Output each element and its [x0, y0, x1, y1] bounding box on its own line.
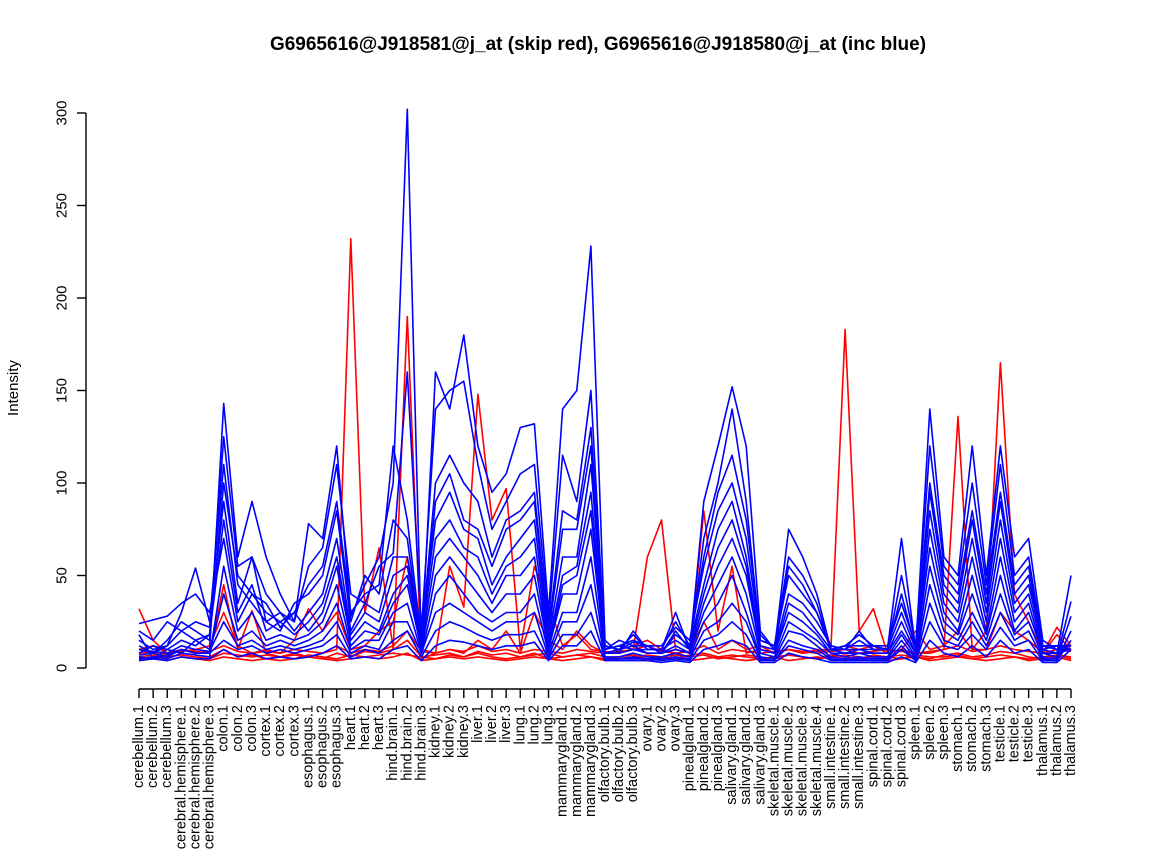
x-tick-label: thalamus.2	[1049, 705, 1065, 776]
x-tick-label: testicle.2	[1007, 705, 1023, 762]
x-tick-label: hind.brain.2	[399, 705, 415, 781]
x-tick-label: spinal.cord.3	[894, 705, 910, 787]
x-tick-label: testicle.1	[992, 705, 1008, 762]
x-tick-label: olfactory.bulb.2	[611, 705, 627, 802]
x-tick-label: skeletal.muscle.2	[781, 705, 797, 816]
x-tick-label: liver.1	[470, 705, 486, 743]
x-tick-label: cerebral.hemisphere.3	[202, 705, 218, 849]
x-tick-label: liver.2	[484, 705, 500, 743]
y-tick-label: 150	[54, 378, 71, 403]
x-tick-label: liver.3	[498, 705, 514, 743]
x-tick-label: small.intestine.3	[851, 705, 867, 809]
x-tick-label: ovary.2	[653, 705, 669, 751]
x-tick-label: stomach.1	[950, 705, 966, 772]
x-tick-label: cortex.3	[286, 705, 302, 757]
x-tick-label: hind.brain.3	[413, 705, 429, 781]
x-tick-label: mammarygland.1	[555, 705, 571, 817]
x-tick-label: colon.2	[230, 705, 246, 752]
x-tick-label: olfactory.bulb.3	[625, 705, 641, 802]
x-tick-label: spinal.cord.2	[879, 705, 895, 787]
x-tick-label: heart.2	[357, 705, 373, 750]
x-tick-label: lung.3	[541, 705, 557, 745]
y-tick-label: 0	[54, 664, 71, 672]
x-tick-label: spleen.2	[922, 705, 938, 760]
x-tick-label: colon.1	[216, 705, 232, 752]
x-tick-label: mammarygland.2	[569, 705, 585, 817]
x-tick-label: spinal.cord.1	[865, 705, 881, 787]
y-tick-label: 200	[54, 285, 71, 310]
x-tick-label: cortex.1	[258, 705, 274, 757]
x-tick-label: colon.3	[244, 705, 260, 752]
x-tick-label: cerebellum.1	[131, 705, 147, 788]
x-tick-label: stomach.3	[978, 705, 994, 772]
x-tick-label: esophagus.1	[300, 705, 316, 788]
series-line-inc-7	[138, 371, 1071, 655]
x-tick-label: kidney.3	[456, 705, 472, 758]
y-axis-label: Intensity	[5, 360, 22, 416]
x-tick-label: ovary.1	[639, 705, 655, 751]
plot-series	[138, 108, 1072, 664]
x-tick-label: skeletal.muscle.3	[795, 705, 811, 816]
chart-title: G6965616@J918581@j_at (skip red), G69656…	[270, 34, 926, 55]
series-line-inc-17	[138, 630, 1072, 664]
y-tick-label: 100	[54, 470, 71, 495]
x-tick-label: heart.3	[371, 705, 387, 750]
x-tick-label: salivary.gland.3	[752, 705, 768, 805]
series-line-skip-0	[138, 238, 1072, 660]
series-line-inc-6	[138, 108, 1071, 660]
x-tick-label: cerebellum.3	[159, 705, 175, 788]
x-tick-label: testicle.3	[1021, 705, 1037, 762]
x-tick-label: salivary.gland.1	[724, 705, 740, 805]
x-tick-label: ovary.3	[668, 705, 684, 751]
x-tick-label: heart.1	[343, 705, 359, 750]
x-tick-label: kidney.1	[428, 705, 444, 758]
x-tick-label: skeletal.muscle.1	[766, 705, 782, 816]
x-tick-label: salivary.gland.2	[738, 705, 754, 805]
x-tick-label: lung.1	[512, 705, 528, 745]
x-tick-label: thalamus.3	[1063, 705, 1079, 776]
x-tick-label: esophagus.2	[315, 705, 331, 788]
y-axis: 0 50 100 150 200 250 300	[54, 100, 87, 672]
y-tick-label: 300	[54, 100, 71, 125]
y-tick-label: 250	[54, 193, 71, 218]
x-tick-label: mammarygland.3	[583, 705, 599, 817]
x-tick-label: spleen.1	[908, 705, 924, 760]
x-tick-label: lung.2	[526, 705, 542, 745]
y-tick-label: 50	[54, 567, 71, 584]
x-tick-label: pinealgland.2	[696, 705, 712, 791]
x-tick-label: stomach.2	[964, 705, 980, 772]
x-tick-label: kidney.2	[442, 705, 458, 758]
x-axis: cerebellum.1cerebellum.2cerebellum.3cere…	[131, 688, 1079, 849]
x-tick-label: skeletal.muscle.4	[809, 705, 825, 816]
x-tick-label: cerebellum.2	[145, 705, 161, 788]
x-tick-label: hind.brain.1	[385, 705, 401, 781]
x-tick-label: spleen.3	[936, 705, 952, 760]
x-tick-label: esophagus.3	[329, 705, 345, 788]
x-tick-label: cerebral.hemisphere.2	[187, 705, 203, 849]
x-tick-label: cerebral.hemisphere.1	[173, 705, 189, 849]
x-tick-label: pinealgland.3	[710, 705, 726, 791]
x-tick-label: thalamus.1	[1035, 705, 1051, 776]
x-tick-label: small.intestine.2	[837, 705, 853, 809]
x-tick-label: pinealgland.1	[682, 705, 698, 791]
x-tick-label: cortex.2	[272, 705, 288, 757]
x-tick-label: small.intestine.1	[823, 705, 839, 809]
x-tick-label: olfactory.bulb.1	[597, 705, 613, 802]
